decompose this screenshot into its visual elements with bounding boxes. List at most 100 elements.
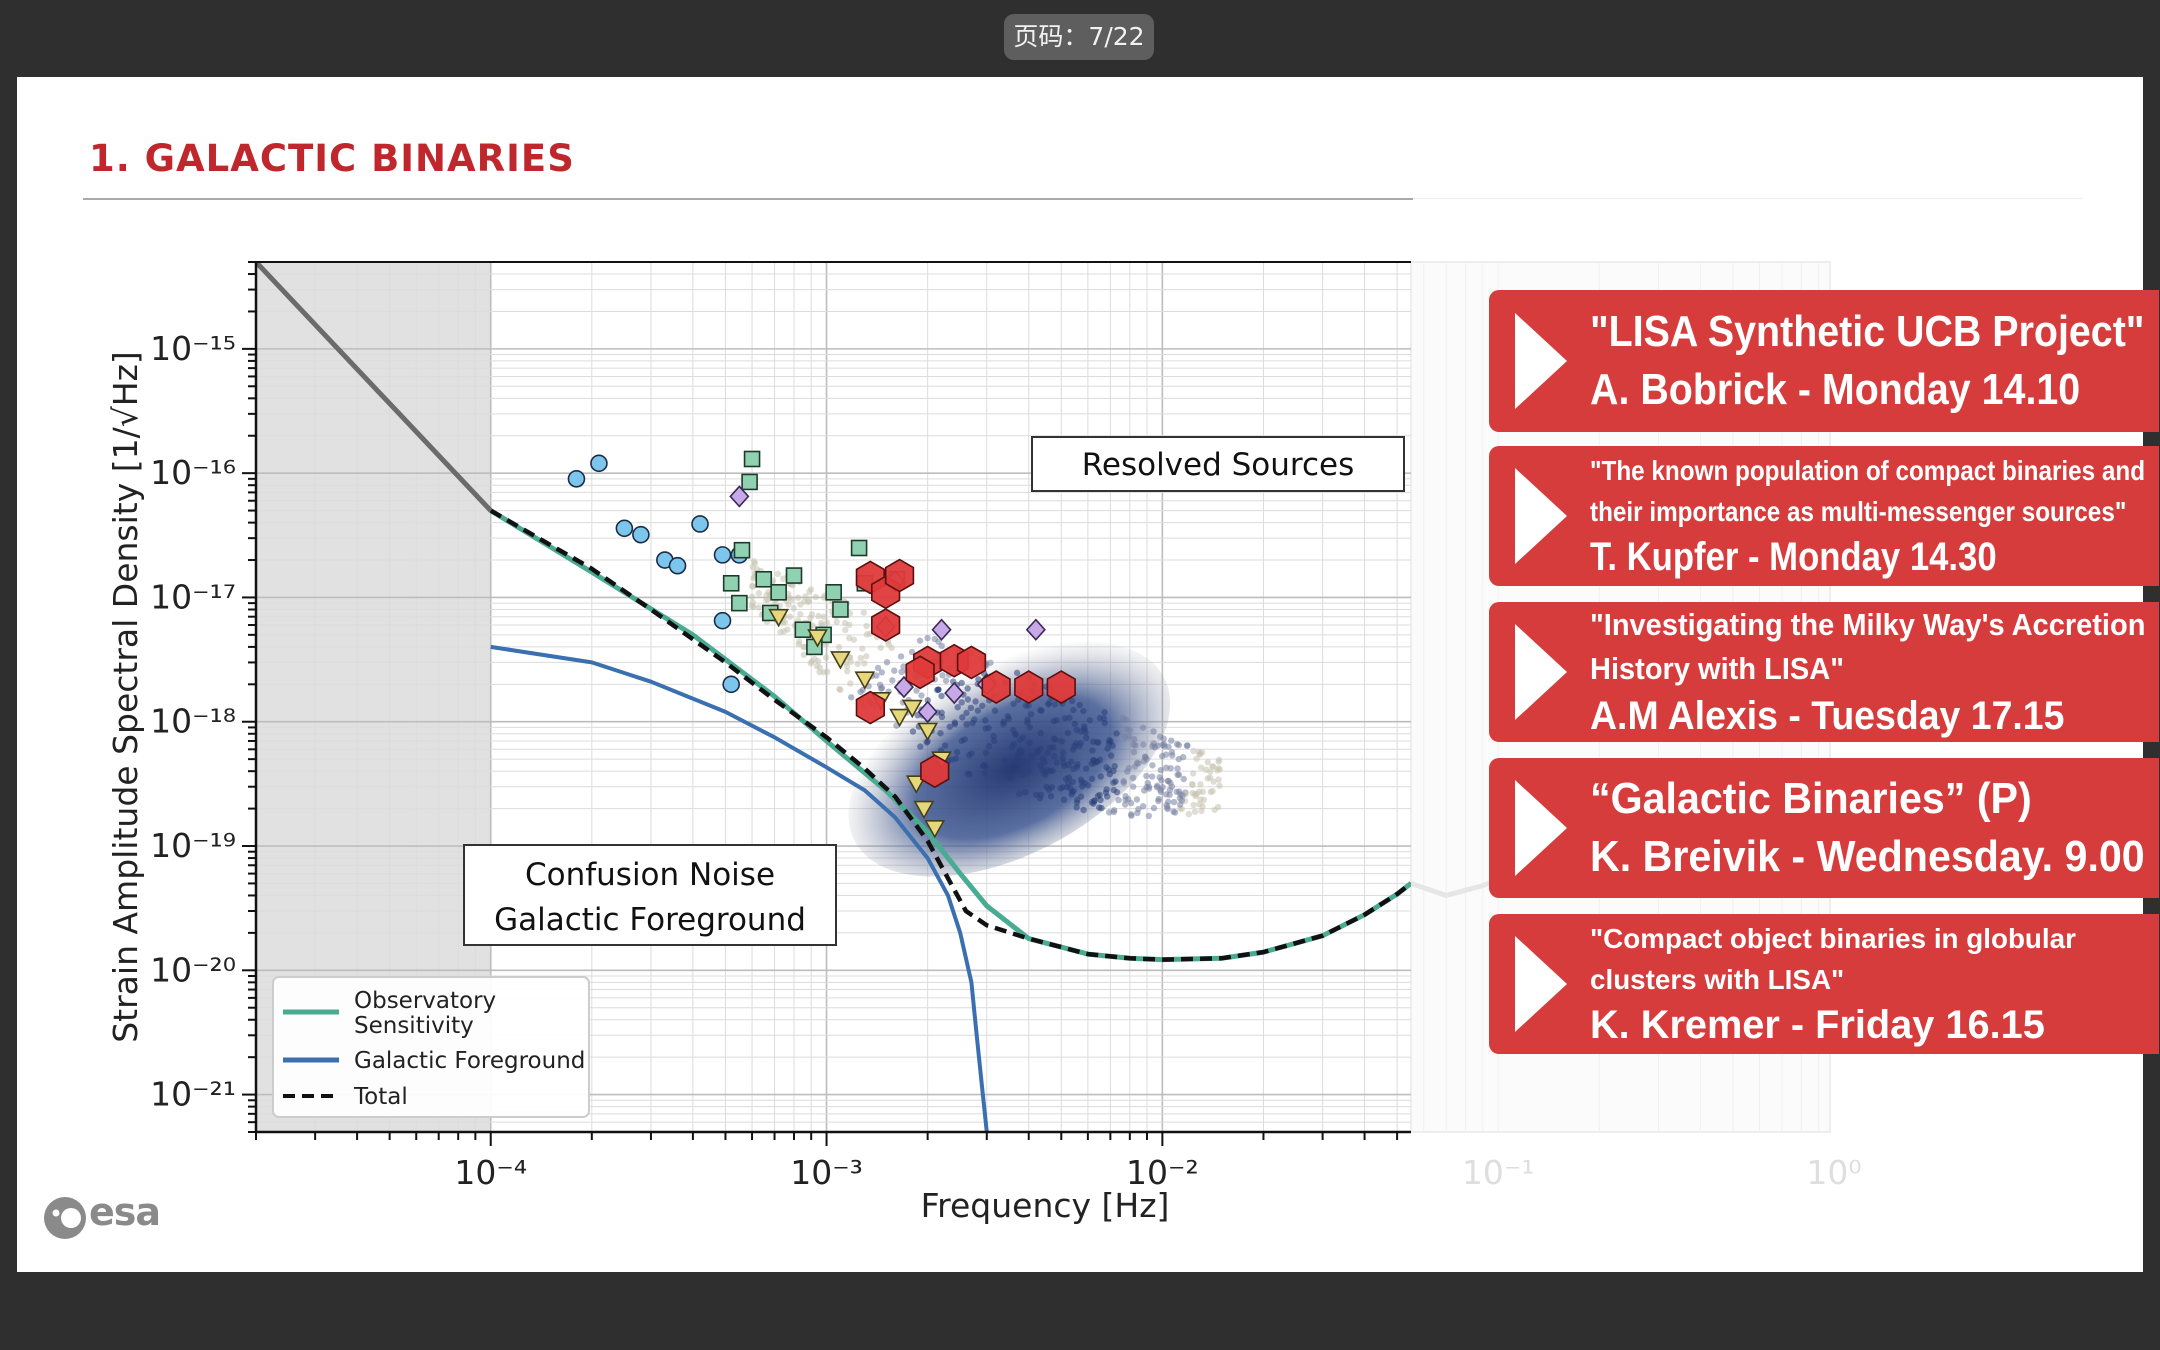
source-dot bbox=[833, 618, 840, 626]
source-dot bbox=[780, 628, 788, 635]
source-dot bbox=[1107, 752, 1115, 759]
marker-square bbox=[825, 583, 842, 601]
source-dot bbox=[860, 609, 868, 616]
source-population-cloud bbox=[748, 558, 1223, 877]
source-dot bbox=[1130, 748, 1138, 756]
source-dot bbox=[1129, 783, 1137, 790]
source-dot bbox=[1185, 810, 1193, 818]
source-dot bbox=[1110, 808, 1118, 816]
y-tick-label: 10⁻²⁰ bbox=[150, 950, 236, 989]
marker-triangle bbox=[768, 608, 790, 628]
talk-callout-text: “Galactic Binaries” (P) K. Breivik - Wedn… bbox=[1590, 770, 2145, 886]
source-dot bbox=[958, 699, 965, 706]
legend-label-total: Total bbox=[353, 1084, 408, 1110]
source-dot bbox=[1026, 739, 1033, 747]
source-dot bbox=[1026, 724, 1034, 731]
marker-square bbox=[731, 594, 748, 612]
source-dot bbox=[982, 717, 989, 724]
chart-axes bbox=[242, 261, 1411, 1146]
marker-circle bbox=[615, 519, 634, 538]
source-dot bbox=[1139, 803, 1147, 810]
svg-text:Confusion Noise: Confusion Noise bbox=[525, 857, 775, 893]
source-dot bbox=[916, 637, 924, 644]
source-dot bbox=[964, 685, 971, 692]
source-dot bbox=[1122, 792, 1129, 800]
sensitivity-curves bbox=[256, 262, 1411, 1132]
legend-label-observatory-1: Observatory bbox=[354, 988, 496, 1014]
source-dot bbox=[863, 631, 871, 638]
resolved-source-markers bbox=[567, 450, 1076, 839]
marker-hexagon bbox=[1014, 670, 1044, 705]
play-arrow-icon bbox=[1515, 936, 1567, 1032]
y-tick-label: 10⁻¹⁹ bbox=[150, 826, 236, 865]
source-dot bbox=[1076, 743, 1083, 750]
source-dot bbox=[917, 743, 924, 750]
esa-wordmark: esa bbox=[89, 1190, 161, 1234]
source-dot bbox=[1177, 801, 1184, 808]
source-dot bbox=[1073, 804, 1080, 811]
source-dot bbox=[1153, 784, 1161, 791]
source-dot bbox=[1174, 765, 1181, 772]
source-dot bbox=[938, 692, 945, 700]
source-dot bbox=[1051, 701, 1059, 708]
source-dot bbox=[863, 653, 870, 660]
source-dot bbox=[1086, 717, 1094, 724]
source-dot bbox=[1139, 724, 1147, 731]
source-dot bbox=[1105, 809, 1113, 816]
source-dot bbox=[1166, 791, 1173, 798]
source-dot bbox=[1037, 730, 1044, 737]
source-dot bbox=[797, 610, 804, 618]
source-dot bbox=[1013, 669, 1021, 677]
source-dot bbox=[1062, 775, 1070, 783]
source-dot bbox=[1044, 766, 1051, 774]
source-dot bbox=[1173, 740, 1181, 748]
source-dot bbox=[1060, 796, 1068, 803]
y-tick-label: 10⁻¹⁶ bbox=[150, 453, 236, 492]
source-dot bbox=[1022, 702, 1030, 709]
source-dot bbox=[854, 660, 861, 668]
source-dot bbox=[762, 596, 770, 604]
source-dot bbox=[749, 599, 756, 606]
source-dot bbox=[1014, 755, 1021, 762]
source-dot bbox=[1150, 740, 1157, 747]
source-dot bbox=[971, 716, 978, 723]
source-dot bbox=[1039, 766, 1046, 774]
source-dot bbox=[991, 707, 999, 714]
source-dot bbox=[873, 672, 880, 679]
source-dot bbox=[786, 594, 793, 601]
talk-title-line: their importance as multi-messenger sour… bbox=[1590, 496, 2127, 527]
y-tick-label: 10⁻²¹ bbox=[150, 1075, 236, 1114]
source-dot bbox=[815, 612, 822, 620]
marker-triangle bbox=[913, 800, 935, 820]
annotation-resolved-sources: Resolved Sources bbox=[1031, 436, 1405, 492]
source-dot bbox=[1080, 707, 1087, 715]
source-dot bbox=[750, 574, 757, 582]
source-dot bbox=[1097, 796, 1104, 804]
source-dot bbox=[1161, 743, 1168, 750]
source-dot bbox=[795, 594, 802, 601]
source-dot bbox=[1120, 715, 1127, 722]
source-dot bbox=[979, 702, 986, 709]
source-dot bbox=[1130, 774, 1137, 782]
marker-triangle bbox=[905, 775, 927, 794]
source-dot bbox=[1042, 771, 1049, 778]
source-dot bbox=[1010, 700, 1017, 707]
source-dot bbox=[924, 697, 931, 704]
source-dot bbox=[981, 770, 989, 777]
page-indicator: 页码：7/22 bbox=[1004, 14, 1154, 60]
source-dot bbox=[1127, 799, 1135, 807]
source-dot bbox=[820, 613, 827, 620]
source-dot bbox=[1047, 793, 1055, 800]
marker-triangle bbox=[901, 699, 923, 719]
source-dot bbox=[755, 604, 762, 611]
slide: 1. GALACTIC BINARIES 10⁻⁴ 10⁻³ 10⁻² 10⁻¹ 10⁰… bbox=[17, 77, 2159, 1272]
source-dot bbox=[1191, 808, 1199, 815]
source-dot bbox=[1028, 752, 1035, 759]
source-dot bbox=[1123, 768, 1131, 775]
esa-logo-icon bbox=[44, 1197, 86, 1239]
source-dot bbox=[937, 730, 944, 737]
source-dot bbox=[990, 737, 998, 745]
source-dot bbox=[1143, 755, 1150, 763]
source-dot bbox=[816, 668, 823, 676]
source-dot bbox=[931, 635, 938, 643]
